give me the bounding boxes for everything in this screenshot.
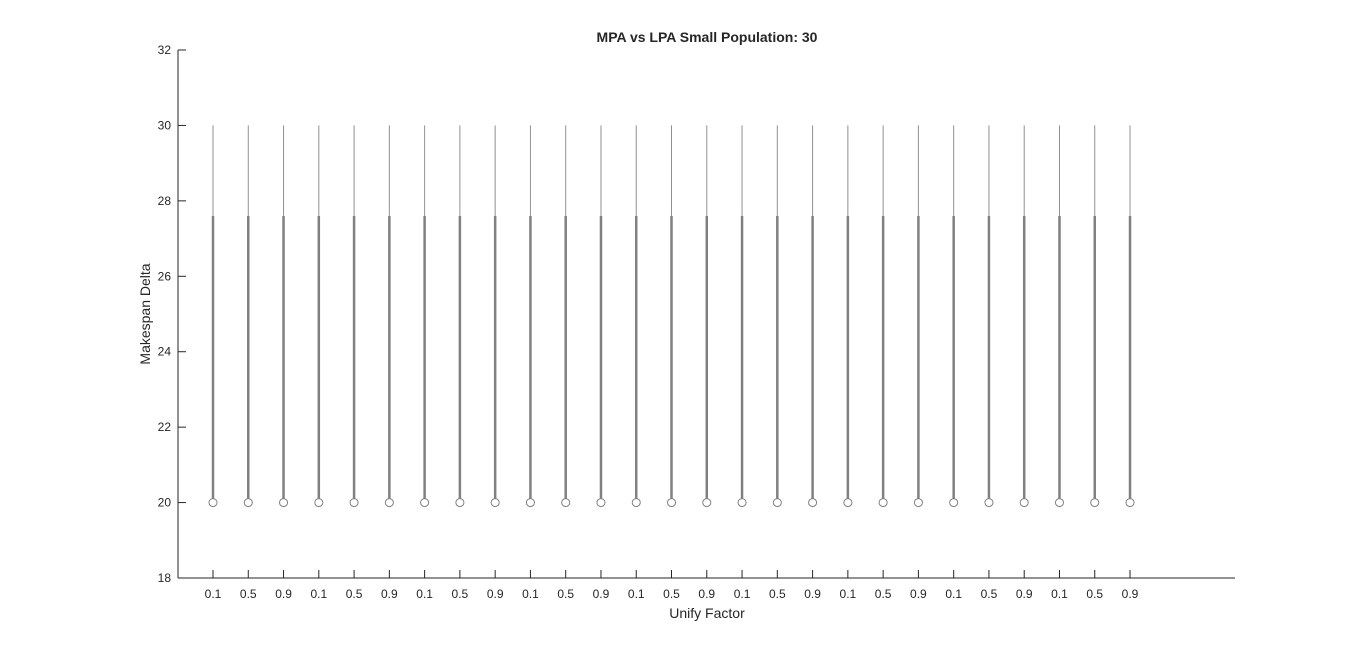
x-tick-label: 0.9 <box>698 587 715 601</box>
x-tick-label: 0.1 <box>522 587 539 601</box>
median-marker <box>772 498 782 508</box>
axes: 18 20 22 24 26 28 30 32 0.1 0.5 0.9 0.1 0.5 0.9 0.1 0.5… <box>158 43 1235 601</box>
x-tick-label: 0.5 <box>981 587 998 601</box>
y-tick-label: 28 <box>158 194 172 208</box>
y-tick-label: 26 <box>158 269 172 283</box>
median-marker <box>561 498 571 508</box>
median-marker <box>314 498 324 508</box>
x-tick-label: 0.1 <box>945 587 962 601</box>
median-marker <box>984 498 994 508</box>
median-marker <box>420 498 430 508</box>
x-tick-label: 0.9 <box>804 587 821 601</box>
median-marker <box>702 498 712 508</box>
x-tick-label: 0.5 <box>875 587 892 601</box>
x-tick-label: 0.9 <box>1122 587 1139 601</box>
x-tick-label: 0.9 <box>381 587 398 601</box>
median-marker <box>737 498 747 508</box>
x-tick-label: 0.1 <box>205 587 222 601</box>
x-tick-label: 0.5 <box>769 587 786 601</box>
x-tick-label: 0.9 <box>1016 587 1033 601</box>
median-marker <box>384 498 394 508</box>
median-marker <box>525 498 535 508</box>
y-tick-label: 18 <box>158 571 172 585</box>
x-tick-label: 0.1 <box>1051 587 1068 601</box>
x-tick-label: 0.9 <box>487 587 504 601</box>
median-marker <box>667 498 677 508</box>
x-tick-label: 0.9 <box>910 587 927 601</box>
x-tick-label: 0.5 <box>452 587 469 601</box>
median-marker <box>1054 498 1064 508</box>
median-marker <box>596 498 606 508</box>
median-marker <box>843 498 853 508</box>
x-tick-label: 0.5 <box>1086 587 1103 601</box>
median-marker <box>913 498 923 508</box>
y-tick-label: 30 <box>158 118 172 132</box>
median-marker <box>455 498 465 508</box>
median-marker <box>1019 498 1029 508</box>
x-tick-label: 0.1 <box>840 587 857 601</box>
y-tick-label: 20 <box>158 496 172 510</box>
median-marker <box>243 498 253 508</box>
y-tick-label: 22 <box>158 420 172 434</box>
x-tick-label: 0.1 <box>628 587 645 601</box>
chart-title: MPA vs LPA Small Population: 30 <box>597 29 818 45</box>
x-axis-label: Unify Factor <box>669 605 745 621</box>
median-marker <box>631 498 641 508</box>
x-tick-label: 0.1 <box>310 587 327 601</box>
y-tick-label: 24 <box>158 345 172 359</box>
x-tick-label: 0.5 <box>557 587 574 601</box>
median-marker <box>490 498 500 508</box>
x-tick-label: 0.1 <box>734 587 751 601</box>
plot-marks <box>208 125 1135 508</box>
x-tick-label: 0.9 <box>593 587 610 601</box>
y-axis-label: Makespan Delta <box>137 263 153 364</box>
median-marker <box>279 498 289 508</box>
median-marker <box>208 498 218 508</box>
median-marker <box>878 498 888 508</box>
median-marker <box>1090 498 1100 508</box>
y-tick-label: 32 <box>158 43 172 57</box>
median-marker <box>349 498 359 508</box>
median-marker <box>1125 498 1135 508</box>
x-tick-label: 0.5 <box>240 587 257 601</box>
x-tick-label: 0.1 <box>416 587 433 601</box>
x-tick-label: 0.9 <box>275 587 292 601</box>
median-marker <box>808 498 818 508</box>
x-tick-label: 0.5 <box>663 587 680 601</box>
x-tick-label: 0.5 <box>346 587 363 601</box>
median-marker <box>949 498 959 508</box>
